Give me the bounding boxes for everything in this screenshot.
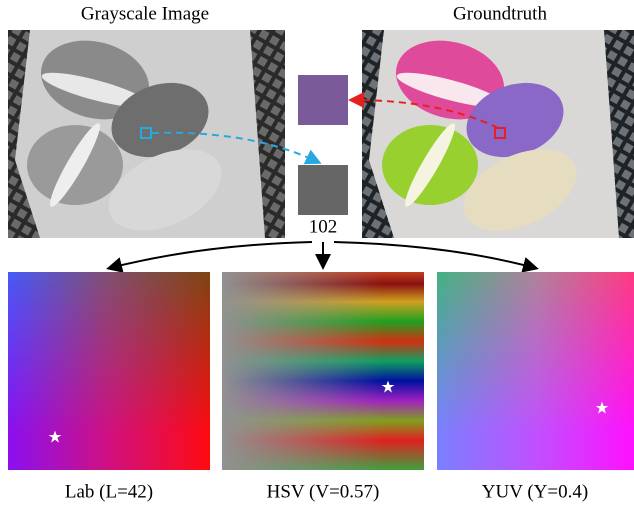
hsv-colormap xyxy=(222,272,424,470)
left-title: Grayscale Image xyxy=(81,3,209,24)
panel-label: HSV (V=0.57) xyxy=(267,481,380,502)
grayscale-image xyxy=(8,29,285,247)
lab-colormap xyxy=(8,272,210,470)
yuv-colormap xyxy=(437,272,634,470)
arrow-lab xyxy=(110,242,312,268)
color-swatch xyxy=(298,75,348,125)
arrow-yuv xyxy=(334,242,535,268)
gray-swatch xyxy=(298,165,348,215)
figure: Grayscale Image Groundtruth 102 xyxy=(0,0,634,508)
right-title: Groundtruth xyxy=(453,3,547,24)
panel-label: Lab (L=42) xyxy=(65,481,153,502)
gray-value: 102 xyxy=(309,216,338,237)
panel-label: YUV (Y=0.4) xyxy=(482,481,588,502)
groundtruth-image xyxy=(362,29,634,247)
